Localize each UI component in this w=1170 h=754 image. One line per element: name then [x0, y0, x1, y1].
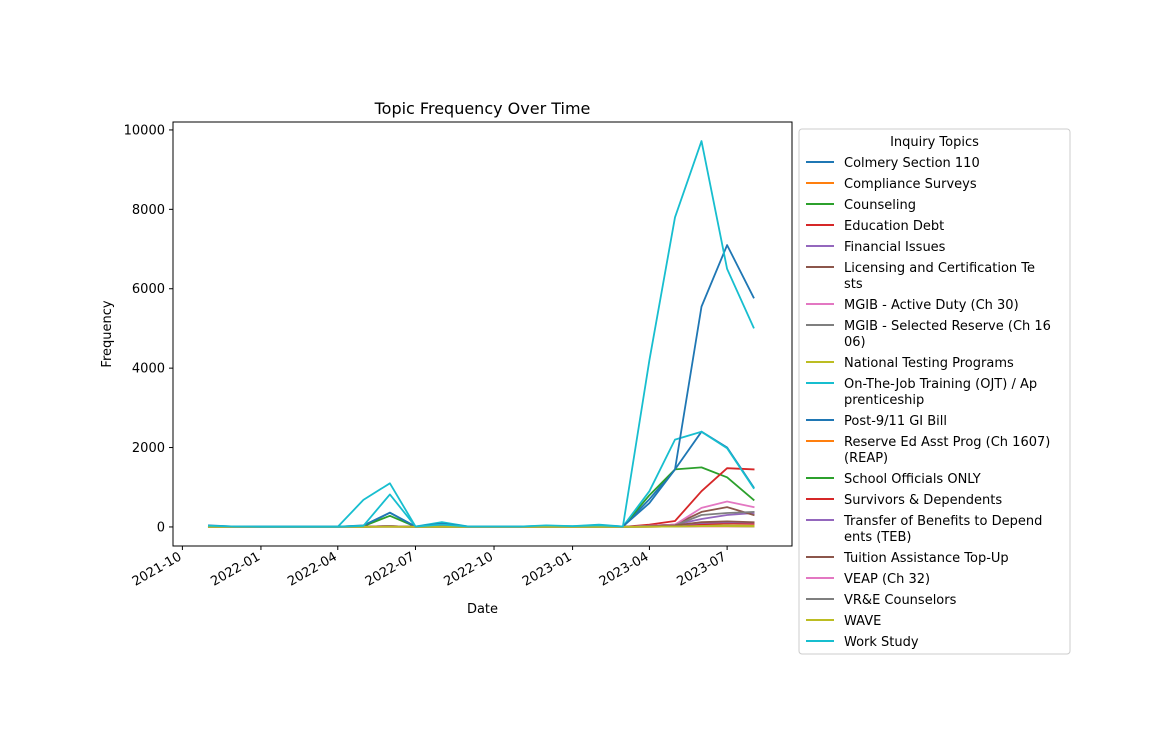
- legend-label: Compliance Surveys: [844, 177, 977, 192]
- chart-title: Topic Frequency Over Time: [374, 99, 591, 118]
- legend-title: Inquiry Topics: [890, 135, 979, 150]
- legend-label: Work Study: [844, 635, 919, 650]
- y-tick-label: 10000: [124, 123, 165, 138]
- legend-label: ents (TEB): [844, 530, 911, 545]
- series-line-20: [207, 140, 755, 528]
- legend-label: MGIB - Selected Reserve (Ch 16: [844, 319, 1051, 334]
- y-axis-label: Frequency: [100, 300, 115, 367]
- y-axis: 0 2000 4000 6000 8000 10000: [124, 123, 173, 535]
- legend-label: Transfer of Benefits to Depend: [843, 514, 1042, 529]
- legend-label: Survivors & Dependents: [844, 493, 1002, 508]
- plot-area-frame: [172, 121, 793, 547]
- legend-label: Tuition Assistance Top-Up: [843, 551, 1009, 566]
- legend-items: Colmery Section 110 Compliance Surveys Cou…: [806, 156, 1051, 650]
- legend-label: School Officials ONLY: [844, 472, 981, 487]
- y-tick-label: 6000: [132, 282, 165, 297]
- legend: Inquiry Topics Colmery Section 110 Compli…: [798, 128, 1071, 655]
- x-axis-label: Date: [467, 602, 498, 617]
- y-tick-label: 2000: [132, 441, 165, 456]
- legend-label: Reserve Ed Asst Prog (Ch 1607): [844, 435, 1050, 450]
- plot-lines: [207, 140, 755, 528]
- legend-label: National Testing Programs: [844, 356, 1014, 371]
- legend-label: Counseling: [844, 198, 916, 213]
- legend-label: prenticeship: [844, 393, 924, 408]
- legend-label: Education Debt: [844, 219, 944, 234]
- legend-label: Financial Issues: [844, 240, 946, 255]
- legend-label: sts: [844, 277, 863, 292]
- legend-label: Post-9/11 GI Bill: [844, 414, 947, 429]
- legend-label: VR&E Counselors: [844, 593, 957, 608]
- legend-label: VEAP (Ch 32): [844, 572, 930, 587]
- legend-box: [798, 128, 1071, 655]
- legend-label: 06): [844, 335, 866, 350]
- y-tick-label: 0: [157, 520, 165, 535]
- y-tick-label: 8000: [132, 203, 165, 218]
- legend-label: Licensing and Certification Te: [844, 261, 1035, 276]
- legend-label: Colmery Section 110: [844, 156, 980, 171]
- legend-label: WAVE: [844, 614, 881, 629]
- legend-label: On-The-Job Training (OJT) / Ap: [844, 377, 1037, 392]
- y-tick-label: 4000: [132, 362, 165, 377]
- legend-label: MGIB - Active Duty (Ch 30): [844, 298, 1019, 313]
- legend-label: (REAP): [844, 451, 888, 466]
